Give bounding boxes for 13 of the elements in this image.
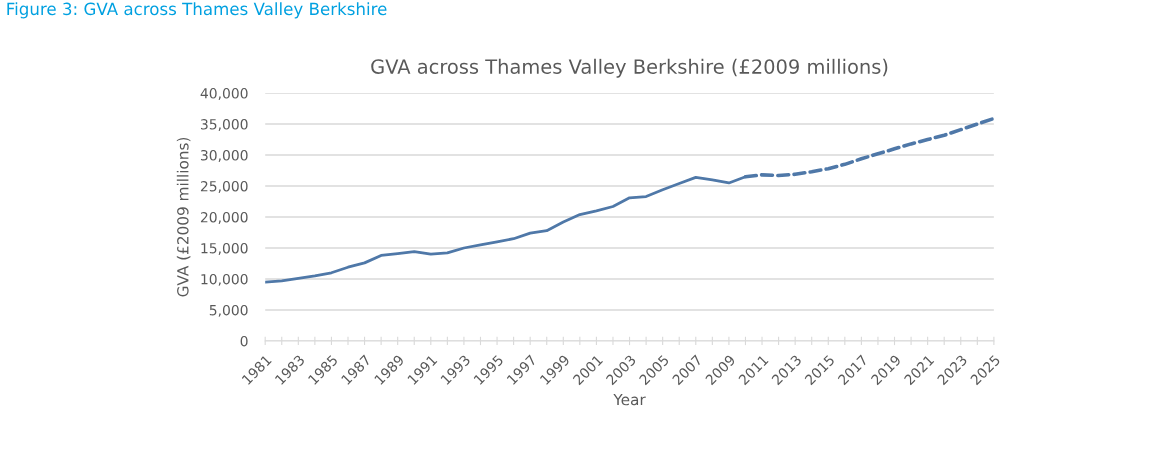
y-tick-label: 30,000 [200,150,248,162]
y-tick-label: 25,000 [200,181,248,193]
x-axis-title: Year [613,393,646,406]
y-tick-label: 40,000 [200,88,248,100]
y-tick-label: 20,000 [200,211,248,224]
y-tick-label: 15,000 [201,242,248,255]
y-tick-label: 5,000 [209,304,248,317]
y-tick-label: 10,000 [201,273,248,286]
caption: Figure 3: GVA across Thames Valley Berkshire [7,2,387,19]
y-tick-label: 0 [240,335,248,347]
y-axis-title: GVA (£2009 millions) [176,137,191,297]
chart-title: GVA across Thames Valley Berkshire (£2009 millions) [371,58,888,78]
y-tick-label: 35,000 [200,119,248,131]
